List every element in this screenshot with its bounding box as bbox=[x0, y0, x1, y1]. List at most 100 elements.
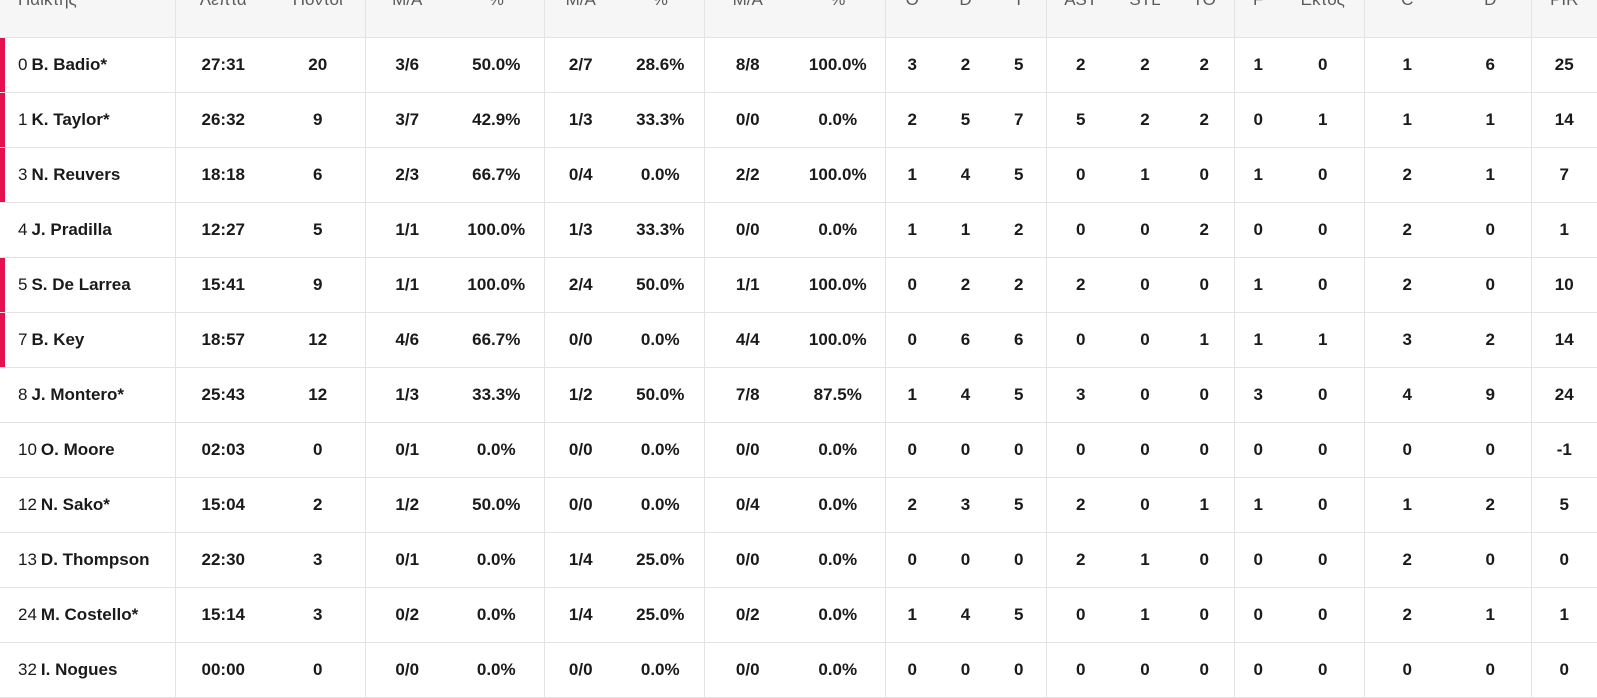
stat-cell: 33.3% bbox=[617, 202, 705, 258]
stat-cell: 66.7% bbox=[449, 312, 545, 368]
stat-cell: 24 bbox=[1531, 367, 1597, 423]
stat-cell: 2 bbox=[1450, 477, 1532, 533]
stat-cell: 10 bbox=[1531, 257, 1597, 313]
player-number: 1 bbox=[18, 109, 28, 129]
stat-cell: 25 bbox=[1531, 37, 1597, 93]
stat-cell: 0 bbox=[1450, 422, 1532, 478]
stat-cell: 0 bbox=[1175, 532, 1235, 588]
stat-cell: 0/0 bbox=[544, 312, 617, 368]
player-number: 10 bbox=[18, 439, 37, 459]
stat-cell: 2 bbox=[1175, 202, 1235, 258]
column-header: STL bbox=[1115, 0, 1175, 38]
stat-cell: -1 bbox=[1531, 422, 1597, 478]
player-number: 3 bbox=[18, 164, 28, 184]
stat-cell: 4 bbox=[939, 367, 992, 423]
stat-cell: 0 bbox=[1175, 257, 1235, 313]
stat-cell: 0 bbox=[1234, 642, 1282, 698]
column-header: % bbox=[617, 0, 705, 38]
stat-cell: 66.7% bbox=[449, 147, 545, 203]
player-cell: 12 N. Sako* bbox=[0, 477, 176, 533]
stat-cell: 0 bbox=[1450, 642, 1532, 698]
stat-cell: 2 bbox=[1046, 257, 1115, 313]
stat-cell: 3/7 bbox=[365, 92, 449, 148]
column-header-text: Λεπτά bbox=[200, 0, 247, 9]
stat-cell: 1 bbox=[1234, 147, 1282, 203]
stat-cell: 14 bbox=[1531, 92, 1597, 148]
stat-cell: 1 bbox=[1450, 92, 1532, 148]
player-number: 32 bbox=[18, 659, 37, 679]
stat-cell: 1 bbox=[1450, 147, 1532, 203]
column-header: Μ/Α bbox=[704, 0, 791, 38]
stat-cell: 0.0% bbox=[617, 477, 705, 533]
stat-cell: 0 bbox=[1175, 367, 1235, 423]
stat-cell: 12 bbox=[271, 312, 366, 368]
stat-cell: 2 bbox=[939, 257, 992, 313]
stat-cell: 0 bbox=[1046, 422, 1115, 478]
stat-cell: 0.0% bbox=[449, 532, 545, 588]
stat-cell: 0 bbox=[1282, 422, 1365, 478]
stat-cell: 4/4 bbox=[704, 312, 791, 368]
stat-cell: 0/1 bbox=[365, 422, 449, 478]
stat-cell: 1 bbox=[1175, 477, 1235, 533]
stat-cell: 1 bbox=[1234, 257, 1282, 313]
player-row: 1 K. Taylor* 26:32 9 3/7 42.9% 1/3 33.3% 0/0 0.0%… bbox=[0, 92, 1597, 148]
column-header: T bbox=[992, 0, 1047, 38]
player-number: 8 bbox=[18, 384, 28, 404]
stat-cell: 0 bbox=[1175, 642, 1235, 698]
stat-cell: 1 bbox=[1282, 92, 1365, 148]
stat-cell: 0 bbox=[1282, 532, 1365, 588]
stat-cell: 2 bbox=[1115, 92, 1175, 148]
column-header-text: Πόντοι bbox=[293, 0, 343, 9]
stat-cell: 28.6% bbox=[617, 37, 705, 93]
stat-cell: 50.0% bbox=[449, 477, 545, 533]
stat-cell: 7/8 bbox=[704, 367, 791, 423]
stat-cell: 0/0 bbox=[544, 642, 617, 698]
stat-cell: 0 bbox=[939, 532, 992, 588]
stat-cell: 0/0 bbox=[704, 92, 791, 148]
stat-cell: 0 bbox=[992, 642, 1047, 698]
column-header-text: D bbox=[959, 0, 971, 9]
stat-cell: 0 bbox=[1531, 532, 1597, 588]
stat-cell: 0 bbox=[992, 422, 1047, 478]
stat-cell: 2/4 bbox=[544, 257, 617, 313]
stat-cell: 2/7 bbox=[544, 37, 617, 93]
stat-cell: 2 bbox=[992, 257, 1047, 313]
column-header-text: PIR bbox=[1550, 0, 1578, 9]
column-header-text: % bbox=[489, 0, 504, 9]
player-row: 7 B. Key 18:57 12 4/6 66.7% 0/0 0.0% 4/4 100.0% 0 6… bbox=[0, 312, 1597, 368]
stat-cell: 3 bbox=[1364, 312, 1450, 368]
stat-cell: 25.0% bbox=[617, 532, 705, 588]
player-cell: 1 K. Taylor* bbox=[0, 92, 176, 148]
stat-cell: 1 bbox=[939, 202, 992, 258]
stat-cell: 3 bbox=[1046, 367, 1115, 423]
stat-cell: 5 bbox=[1046, 92, 1115, 148]
stat-cell: 3 bbox=[939, 477, 992, 533]
column-header: F bbox=[1234, 0, 1282, 38]
player-name: O. Moore bbox=[40, 439, 115, 459]
table-header: Παίκτης Λεπτά Πόντοι Μ/Α% Μ/Α% Μ/Α% O D T AST STL T… bbox=[0, 0, 1597, 38]
column-header: Πόντοι bbox=[271, 0, 366, 38]
column-header: PIR bbox=[1531, 0, 1597, 38]
stat-cell: 1 bbox=[1234, 477, 1282, 533]
stat-cell: 7 bbox=[1531, 147, 1597, 203]
stat-cell: 1/1 bbox=[365, 257, 449, 313]
stat-cell: 2/2 bbox=[704, 147, 791, 203]
column-header-text: TO bbox=[1193, 0, 1216, 9]
stat-cell: 0 bbox=[1115, 312, 1175, 368]
stat-cell: 0 bbox=[1282, 367, 1365, 423]
stat-cell: 1 bbox=[1115, 532, 1175, 588]
stat-cell: 0 bbox=[885, 312, 939, 368]
player-name: B. Badio* bbox=[31, 54, 108, 74]
stat-cell: 2 bbox=[992, 202, 1047, 258]
stat-cell: 0.0% bbox=[791, 587, 886, 643]
stat-cell: 0.0% bbox=[617, 642, 705, 698]
stat-cell: 0 bbox=[1046, 642, 1115, 698]
stat-cell: 3 bbox=[1234, 367, 1282, 423]
stat-cell: 1 bbox=[1115, 587, 1175, 643]
player-row: 4 J. Pradilla 12:27 5 1/1 100.0% 1/3 33.3% 0/0 0.… bbox=[0, 202, 1597, 258]
stat-cell: 0 bbox=[1175, 147, 1235, 203]
stat-cell: 7 bbox=[992, 92, 1047, 148]
stat-cell: 1 bbox=[1531, 587, 1597, 643]
